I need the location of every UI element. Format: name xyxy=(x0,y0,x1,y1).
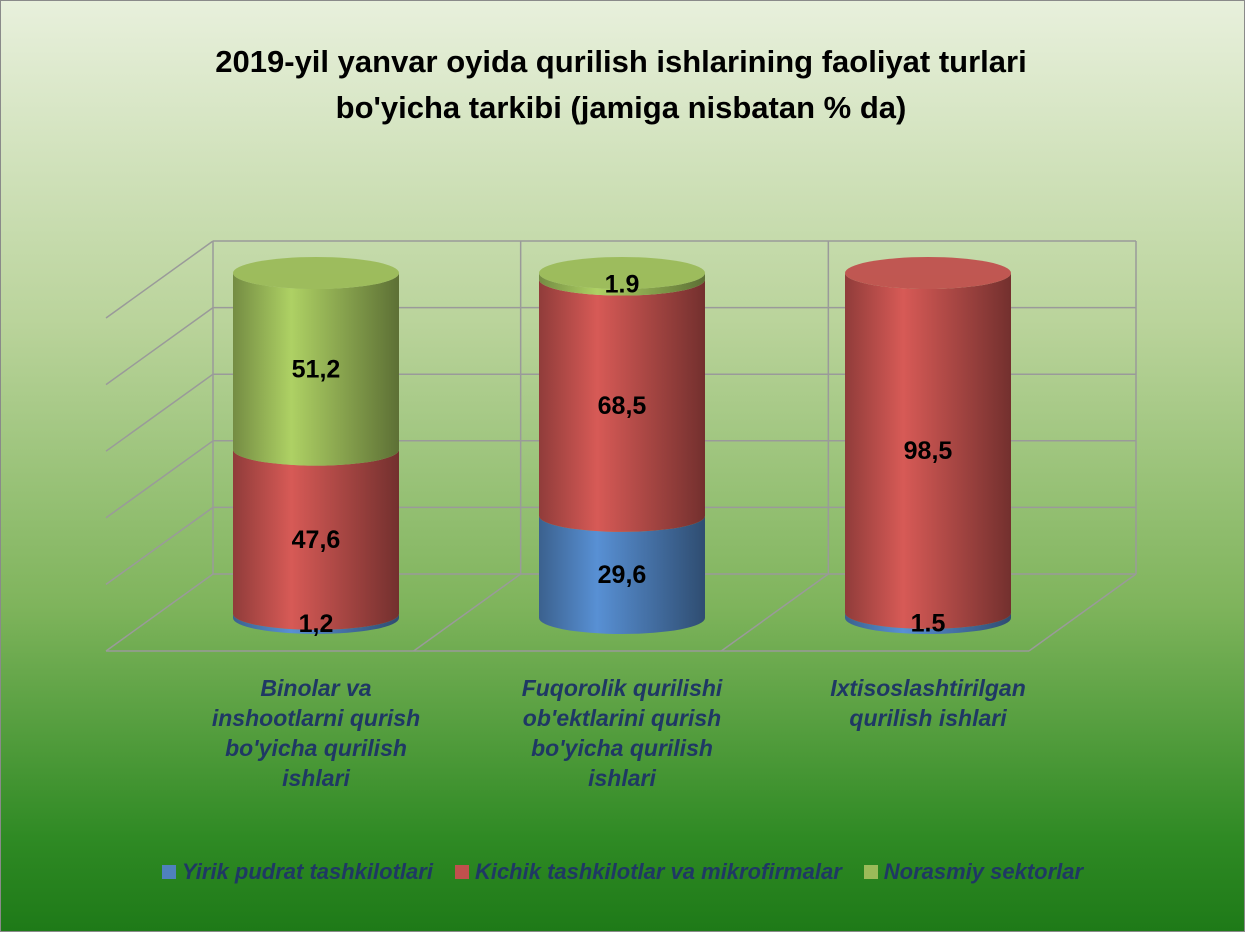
grid-line xyxy=(105,306,214,386)
grid-line xyxy=(105,573,214,652)
data-label: 98,5 xyxy=(904,437,953,465)
grid-line xyxy=(105,240,214,319)
cylinder-segment xyxy=(539,515,705,634)
legend-item: Kichik tashkilotlar va mikrofirmalar xyxy=(454,859,842,885)
cylinder-top xyxy=(845,257,1011,289)
legend-item: Norasmiy sektorlar xyxy=(863,859,1084,885)
cylinder-segment xyxy=(233,273,399,466)
data-label: 1,2 xyxy=(299,610,334,638)
data-label: 68,5 xyxy=(598,392,647,420)
legend-item: Yirik pudrat tashkilotlari xyxy=(161,859,433,885)
cylinder-top xyxy=(233,257,399,289)
floor-edge xyxy=(1028,573,1137,652)
x-tick-label: Binolar va inshootlarni qurish bo'yicha … xyxy=(211,675,421,791)
grid-line xyxy=(105,506,214,586)
data-label: 29,6 xyxy=(598,561,647,589)
x-tick-label: Fuqorolik qurilishi ob'ektlarini qurish … xyxy=(521,675,723,791)
legend-label: Norasmiy sektorlar xyxy=(883,859,1084,884)
legend-swatch xyxy=(454,865,469,879)
data-label: 51,2 xyxy=(292,356,341,384)
legend-swatch xyxy=(863,865,878,879)
grid-line xyxy=(105,373,214,452)
cylinder-segment xyxy=(233,613,399,634)
cylinder-segment xyxy=(539,273,705,296)
legend-label: Yirik pudrat tashkilotlari xyxy=(181,859,433,884)
grid-line xyxy=(105,440,214,519)
data-label: 1.9 xyxy=(605,270,640,298)
cylinder-segment xyxy=(233,449,399,630)
data-label: 1.5 xyxy=(911,610,946,638)
floor-divider xyxy=(720,573,829,652)
legend-swatch xyxy=(161,865,176,879)
legend: Yirik pudrat tashkilotlari Kichik tashkil… xyxy=(1,859,1244,885)
cylinder-top xyxy=(539,257,705,289)
x-tick-label: Ixtisoslashtirilgan qurilish ishlari xyxy=(830,675,1026,731)
legend-label: Kichik tashkilotlar va mikrofirmalar xyxy=(474,859,842,884)
cylinder-segment xyxy=(539,279,705,532)
cylinder-segment xyxy=(845,273,1011,629)
data-label: 47,6 xyxy=(292,526,341,554)
floor-divider xyxy=(413,573,522,652)
chart-title: 2019-yil yanvar oyida qurilish ishlarini… xyxy=(215,44,1027,125)
cylinder-segment xyxy=(845,612,1011,634)
